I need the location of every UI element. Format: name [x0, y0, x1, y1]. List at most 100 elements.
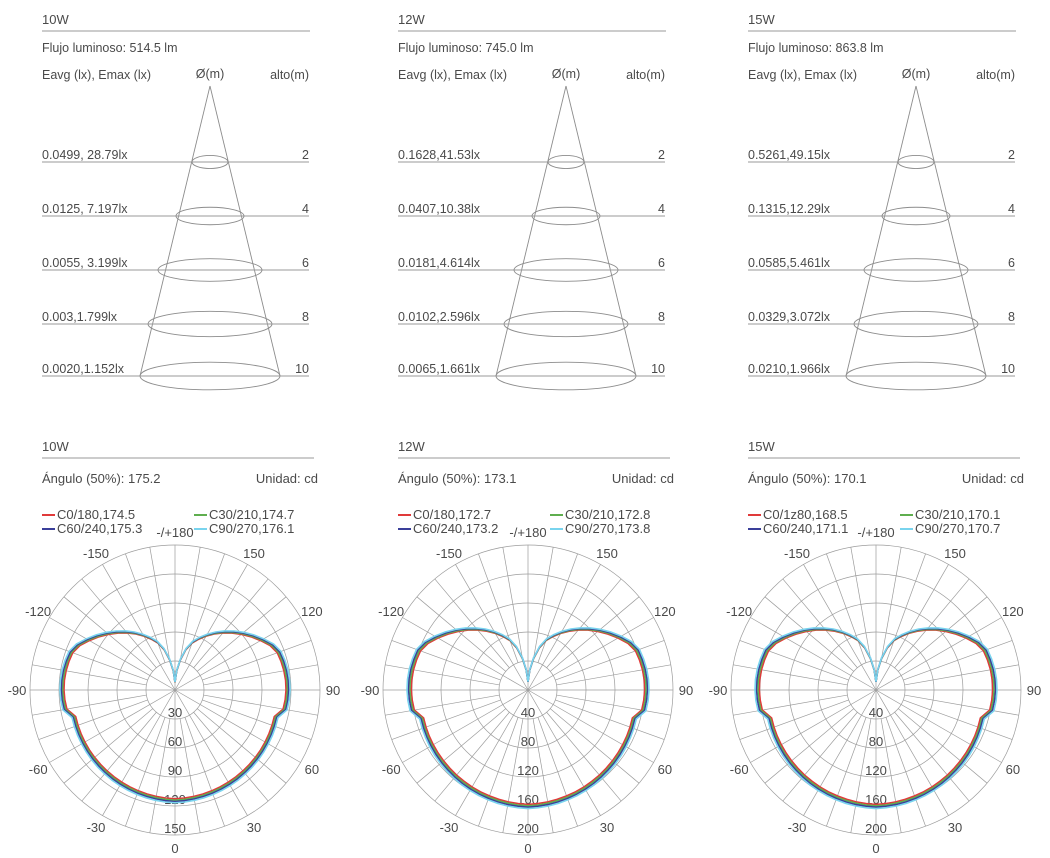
angle-tick-label: 120 — [1002, 604, 1024, 619]
chart-title: 12W — [398, 439, 425, 454]
radial-tick-label: 40 — [521, 705, 535, 720]
grid-spoke — [179, 718, 201, 833]
grid-spoke — [555, 640, 665, 681]
column-header-diameter: Ø(m) — [196, 67, 224, 81]
grid-spoke — [875, 689, 1002, 763]
beam-angle-label: Ángulo (50%): 175.2 — [42, 471, 161, 486]
grid-spoke — [782, 711, 858, 802]
grid-spoke — [739, 640, 849, 681]
chart-title: 15W — [748, 439, 775, 454]
angle-tick-label: 60 — [658, 762, 672, 777]
beam-ellipse — [513, 258, 619, 282]
grid-spoke — [537, 717, 578, 827]
height-value: 4 — [1008, 202, 1015, 216]
grid-spoke — [527, 564, 601, 691]
angle-tick-label: 30 — [600, 820, 614, 835]
column-header-illuminance: Eavg (lx), Emax (lx) — [398, 68, 507, 82]
panel-title: 12W — [398, 12, 425, 27]
grid-spoke — [527, 689, 601, 816]
radial-tick-label: 120 — [517, 763, 539, 778]
grid-spoke — [850, 718, 872, 833]
beam-ellipse — [845, 361, 987, 391]
column-header-height: alto(m) — [976, 68, 1015, 82]
grid-spoke — [556, 664, 671, 686]
grid-spoke — [546, 711, 622, 802]
illuminance-value: 0.0065,1.661lx — [398, 362, 481, 376]
grid-spoke — [174, 564, 248, 691]
grid-spoke — [81, 711, 157, 802]
grid-spoke — [455, 564, 529, 691]
legend-entry: C30/210,170.1 — [915, 507, 1000, 522]
height-value: 8 — [658, 310, 665, 324]
beam-angle-label: Ángulo (50%): 173.1 — [398, 471, 517, 486]
grid-spoke — [502, 547, 524, 662]
angle-tick-label: 150 — [596, 546, 618, 561]
grid-spoke — [904, 694, 1019, 716]
grid-spoke — [455, 689, 529, 816]
grid-spoke — [782, 578, 858, 669]
beam-angle-label: Ángulo (50%): 170.1 — [748, 471, 867, 486]
legend-entry: C30/210,172.8 — [565, 507, 650, 522]
grid-spoke — [527, 617, 654, 691]
beam-ellipse — [157, 258, 263, 282]
grid-spoke — [81, 578, 157, 669]
grid-spoke — [478, 717, 519, 827]
angle-tick-label: -/+180 — [509, 525, 546, 540]
grid-spoke — [125, 717, 166, 827]
angle-tick-label: 30 — [948, 820, 962, 835]
beam-ellipse — [853, 310, 979, 338]
beam-ellipse — [881, 206, 951, 226]
legend-entry: C60/240,171.1 — [763, 521, 848, 536]
grid-spoke — [391, 699, 501, 740]
grid-spoke — [904, 664, 1019, 686]
grid-spoke — [402, 617, 529, 691]
grid-spoke — [537, 553, 578, 663]
grid-spoke — [193, 578, 269, 669]
illuminance-value: 0.5261,49.15lx — [748, 148, 831, 162]
radial-tick-label: 200 — [517, 821, 539, 836]
angle-tick-label: 90 — [326, 683, 340, 698]
radial-tick-label: 80 — [869, 734, 883, 749]
angle-tick-label: -120 — [378, 604, 404, 619]
luminous-flux-label: Flujo luminoso: 514.5 lm — [42, 41, 177, 55]
illuminance-value: 0.0210,1.966lx — [748, 362, 831, 376]
height-value: 2 — [658, 148, 665, 162]
grid-spoke — [385, 664, 500, 686]
grid-spoke — [750, 617, 877, 691]
beam-ellipse — [495, 361, 637, 391]
angle-tick-label: 0 — [872, 841, 879, 856]
panel-title: 10W — [42, 12, 69, 27]
illuminance-value: 0.0329,3.072lx — [748, 310, 831, 324]
grid-spoke — [903, 640, 1013, 681]
radial-tick-label: 90 — [168, 763, 182, 778]
angle-tick-label: 0 — [171, 841, 178, 856]
grid-spoke — [63, 708, 154, 784]
grid-spoke — [49, 617, 176, 691]
height-value: 6 — [1008, 256, 1015, 270]
grid-spoke — [532, 718, 554, 833]
grid-spoke — [894, 578, 970, 669]
angle-tick-label: -30 — [440, 820, 459, 835]
grid-spoke — [502, 718, 524, 833]
grid-spoke — [880, 718, 902, 833]
cone-left-edge — [845, 85, 917, 377]
height-value: 8 — [1008, 310, 1015, 324]
legend-entry: C90/270,170.7 — [915, 521, 1000, 536]
beam-ellipse — [547, 155, 585, 169]
illuminance-value: 0.1315,12.29lx — [748, 202, 831, 216]
grid-spoke — [897, 708, 988, 784]
beam-ellipse — [897, 155, 935, 169]
grid-spoke — [32, 664, 147, 686]
height-value: 6 — [302, 256, 309, 270]
beam-ellipse — [531, 206, 601, 226]
angle-tick-label: 150 — [243, 546, 265, 561]
grid-spoke — [184, 553, 225, 663]
height-value: 2 — [1008, 148, 1015, 162]
grid-spoke — [549, 596, 640, 672]
grid-spoke — [385, 694, 500, 716]
column-header-illuminance: Eavg (lx), Emax (lx) — [748, 68, 857, 82]
illuminance-panel-12W: 12W Flujo luminoso: 745.0 lm Eavg (lx), Em… — [398, 12, 666, 391]
illuminance-value: 0.0102,2.596lx — [398, 310, 481, 324]
illuminance-value: 0.1628,41.53lx — [398, 148, 481, 162]
grid-spoke — [402, 689, 529, 763]
